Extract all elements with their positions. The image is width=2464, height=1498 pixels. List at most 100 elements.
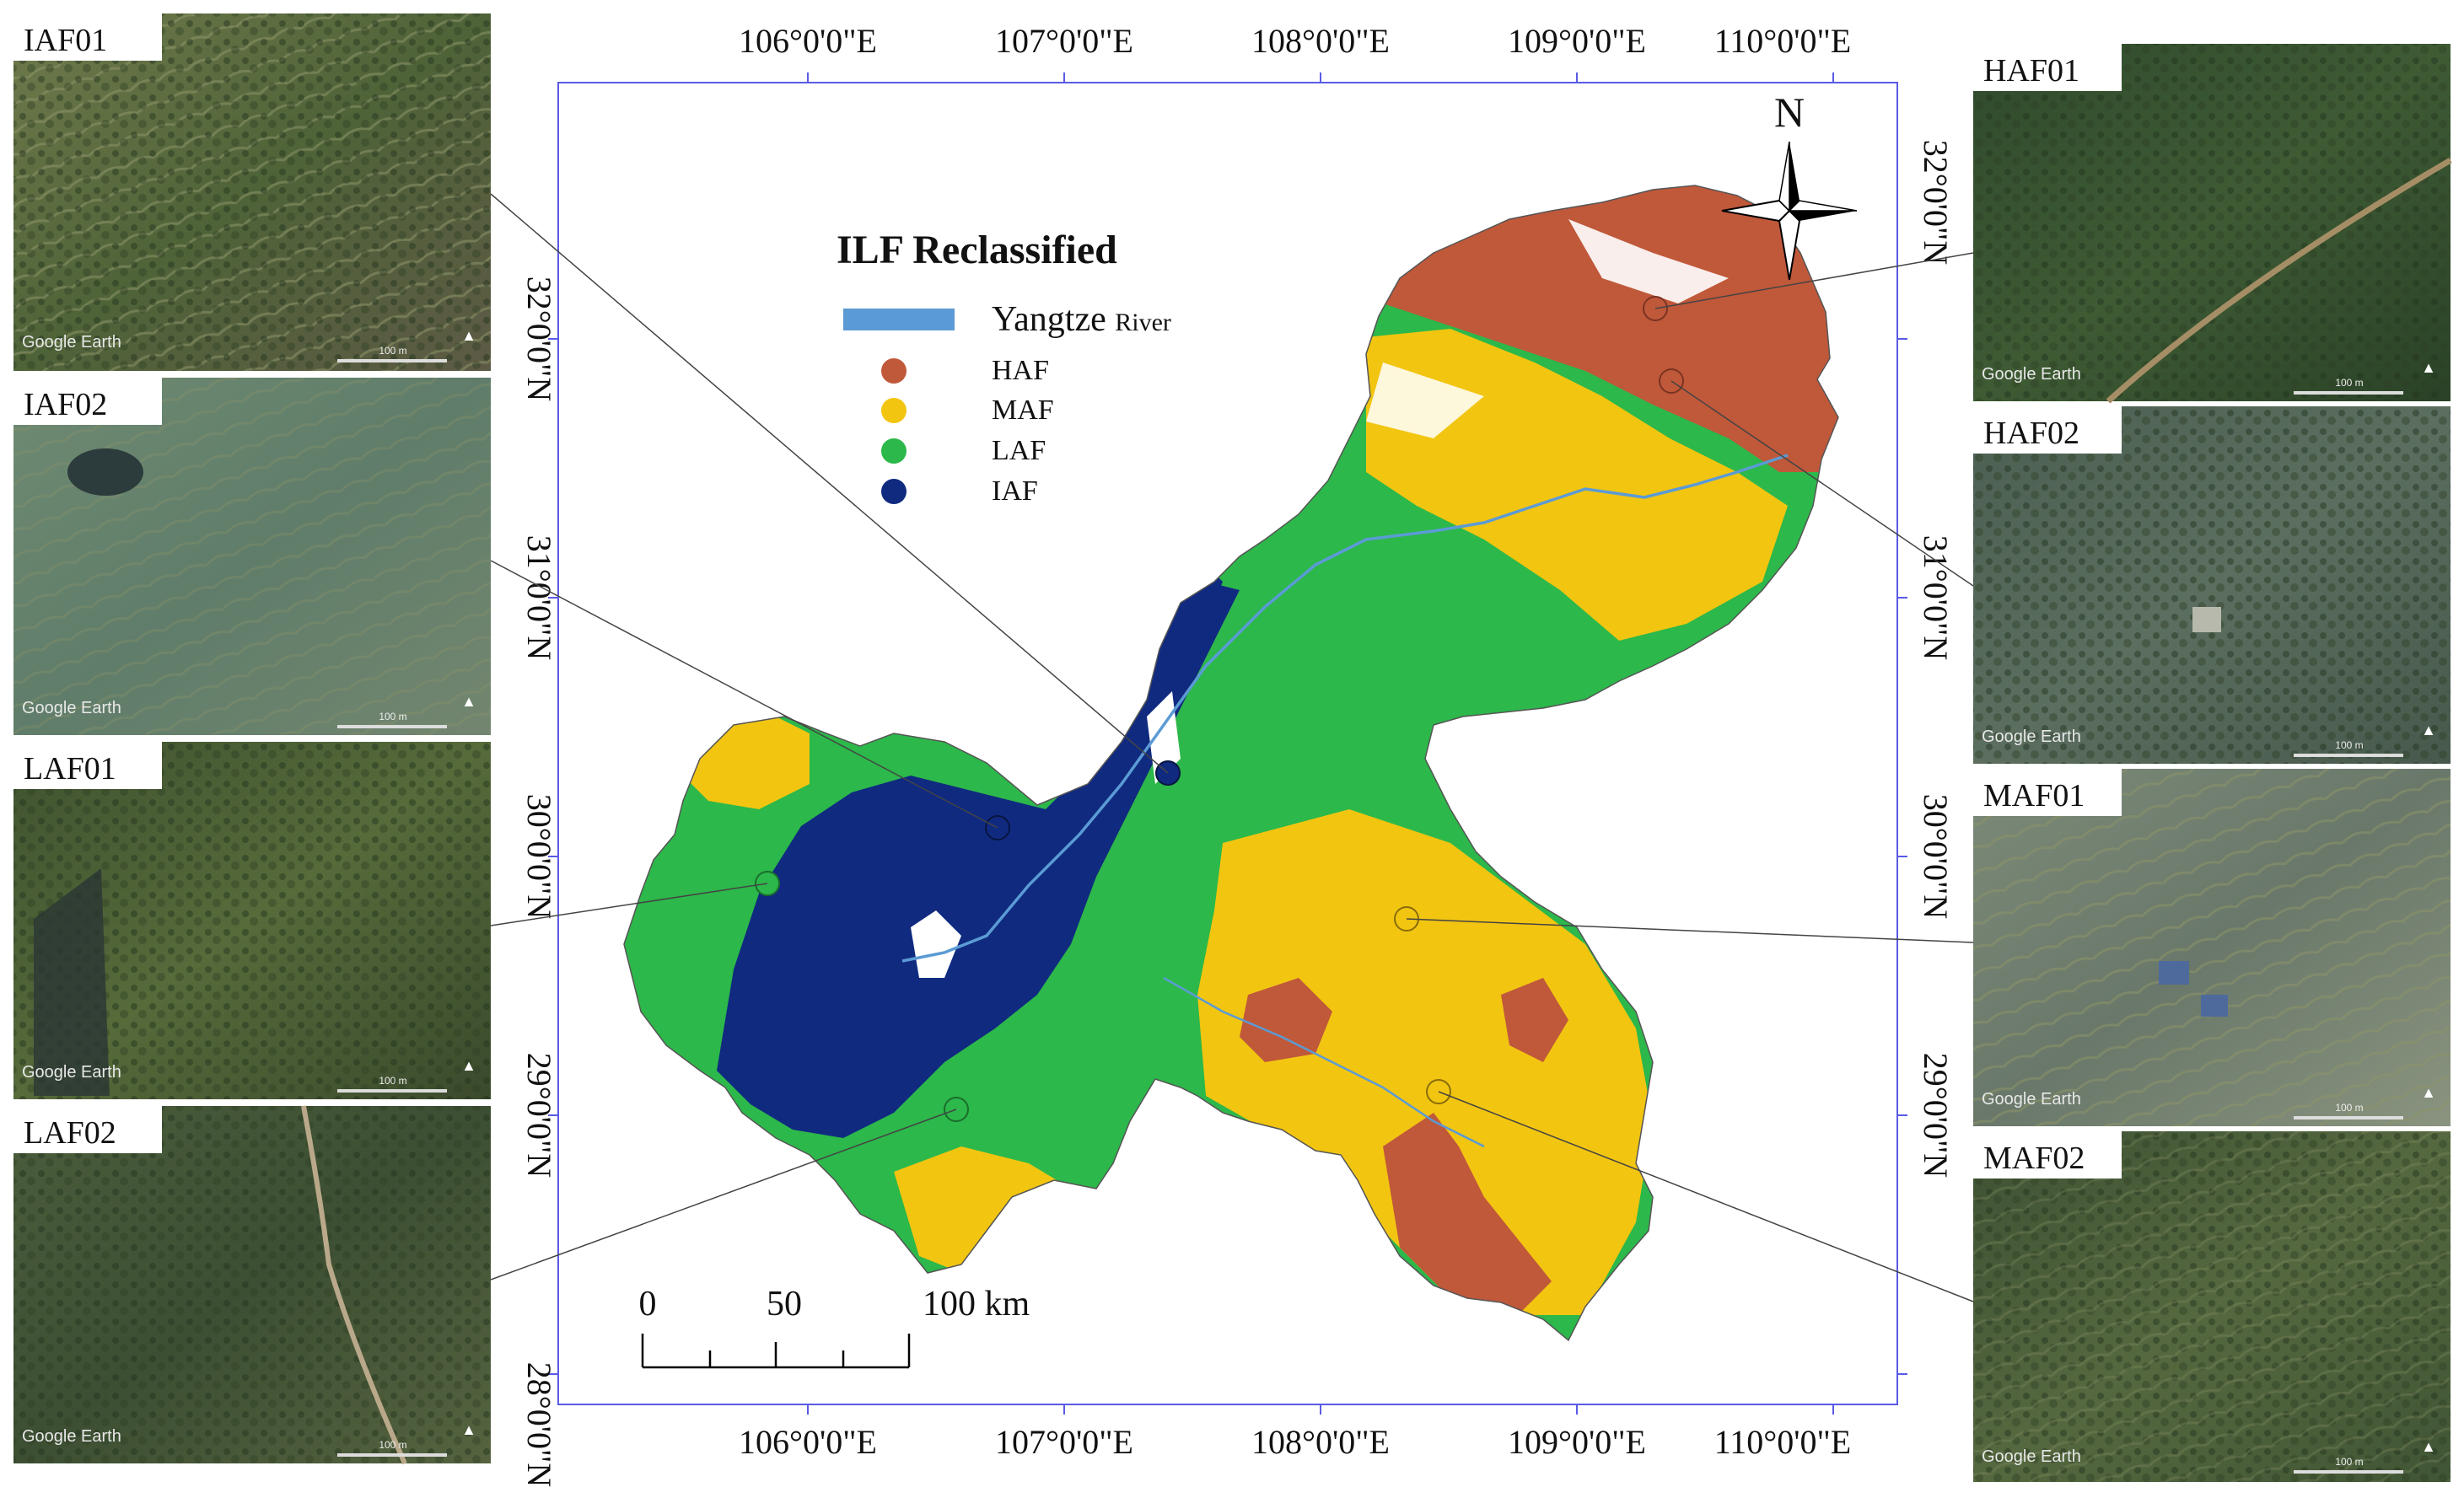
photo-maf02-north-icon: ▲ xyxy=(2421,1438,2436,1455)
photo-laf02: LAF02 Google Earth 100 m ▲ xyxy=(13,1105,491,1465)
maf-zone-south xyxy=(894,1146,1071,1273)
legend-iaf-swatch xyxy=(881,479,907,504)
legend-iaf-label: IAF xyxy=(992,475,1038,507)
photo-maf01-scale: 100 m xyxy=(2335,1102,2363,1114)
urban-gap-3 xyxy=(1568,219,1729,303)
photo-maf01-label: MAF01 xyxy=(1983,778,2085,813)
photo-iaf02: IAF02 Google Earth 100 m ▲ xyxy=(13,378,491,735)
legend-river-suffix: River xyxy=(1115,309,1171,336)
legend-haf-label: HAF xyxy=(992,355,1049,386)
photo-haf02: HAF02 Google Earth 100 m ▲ xyxy=(1973,406,2451,764)
lat-label-left-31: 31°0'0"N xyxy=(520,535,558,660)
photo-maf01: MAF01 Google Earth 100 m ▲ xyxy=(1973,769,2451,1126)
maf-zone-southeast xyxy=(1197,809,1653,1315)
leader-iaf02 xyxy=(490,560,998,829)
map-panel: 106°0'0"E 107°0'0"E 108°0'0"E 109°0'0"E … xyxy=(520,22,1955,1487)
photo-haf01-attribution: Google Earth xyxy=(1982,365,2081,384)
lon-label-top-108: 108°0'0"E xyxy=(1251,22,1390,60)
urban-gap-2 xyxy=(1366,362,1484,438)
leader-haf02 xyxy=(1670,380,1974,587)
iaf-zone-central xyxy=(717,582,1240,1138)
photo-laf01-label: LAF01 xyxy=(24,751,116,787)
photo-laf01: LAF01 Google Earth 100 m ▲ xyxy=(13,742,491,1099)
lon-label-top-106: 106°0'0"E xyxy=(739,22,877,60)
lon-label-top-109: 109°0'0"E xyxy=(1508,22,1646,60)
photo-iaf02-label: IAF02 xyxy=(24,387,107,422)
photo-haf02-north-icon: ▲ xyxy=(2421,722,2436,738)
leader-lines xyxy=(490,193,1974,1302)
scale-label-0: 0 xyxy=(639,1285,657,1324)
scale-label-50: 50 xyxy=(767,1285,802,1324)
photo-laf01-attribution: Google Earth xyxy=(22,1063,121,1082)
photo-laf02-north-icon: ▲ xyxy=(461,1421,476,1438)
photo-iaf02-north-icon: ▲ xyxy=(461,693,476,710)
photo-laf01-north-icon: ▲ xyxy=(461,1057,476,1074)
haf-zone-northeast xyxy=(1349,185,1838,472)
wu-river xyxy=(1163,976,1485,1148)
legend-laf-swatch xyxy=(881,438,907,464)
lat-label-right-29: 29°0'0"N xyxy=(1917,1053,1955,1178)
photo-laf02-label: LAF02 xyxy=(24,1115,116,1151)
photo-haf01: HAF01 Google Earth 100 m ▲ xyxy=(1973,44,2452,404)
scale-label-100: 100 km xyxy=(923,1285,1030,1324)
photo-haf02-label: HAF02 xyxy=(1983,416,2079,451)
lon-label-top-110: 110°0'0"E xyxy=(1714,22,1851,60)
chongqing-boundary xyxy=(623,185,1839,1342)
photo-maf02: MAF02 Google Earth 100 m ▲ xyxy=(1973,1131,2451,1482)
legend-maf-swatch xyxy=(881,398,907,423)
lat-label-left-30: 30°0'0"N xyxy=(520,794,558,919)
legend-laf-label: LAF xyxy=(992,435,1046,466)
lon-label-bottom-109: 109°0'0"E xyxy=(1508,1423,1646,1461)
lon-label-bottom-108: 108°0'0"E xyxy=(1251,1423,1390,1461)
photo-iaf02-scale: 100 m xyxy=(379,711,406,722)
photo-iaf01: IAF01 Google Earth 100 m ▲ xyxy=(13,13,491,371)
photo-iaf01-scale: 100 m xyxy=(379,345,406,357)
haf-zone-southeast-2 xyxy=(1240,978,1332,1062)
leader-laf01 xyxy=(490,883,768,926)
photo-laf02-scale: 100 m xyxy=(379,1439,406,1451)
yangtze-river xyxy=(901,454,1789,963)
legend-title: ILF Reclassified xyxy=(837,228,1117,272)
photo-maf02-label: MAF02 xyxy=(1983,1141,2085,1176)
photo-laf02-attribution: Google Earth xyxy=(22,1427,121,1446)
lon-label-bottom-107: 107°0'0"E xyxy=(995,1423,1133,1461)
legend-maf-label: MAF xyxy=(992,395,1054,426)
photo-maf01-north-icon: ▲ xyxy=(2421,1084,2436,1101)
legend: ILF Reclassified Yangtze River HAF MAF L… xyxy=(837,228,1171,507)
lon-label-bottom-110: 110°0'0"E xyxy=(1714,1423,1851,1461)
legend-river-label: Yangtze River xyxy=(992,300,1171,339)
legend-river-name: Yangtze xyxy=(992,300,1106,339)
lon-label-bottom-106: 106°0'0"E xyxy=(739,1423,877,1461)
haf-zone-southeast-3 xyxy=(1501,978,1568,1062)
leader-maf01 xyxy=(1406,918,1974,943)
urban-gap-1 xyxy=(911,910,961,978)
photo-haf01-scale: 100 m xyxy=(2335,377,2363,389)
scale-bar: 0 50 100 km xyxy=(639,1285,1030,1369)
lat-label-left-32: 32°0'0"N xyxy=(520,277,558,401)
longitude-ticks xyxy=(807,72,1834,1415)
lon-label-top-107: 107°0'0"E xyxy=(995,22,1133,60)
leader-iaf01 xyxy=(490,193,1169,774)
photo-haf02-scale: 100 m xyxy=(2335,739,2363,751)
photo-iaf02-attribution: Google Earth xyxy=(22,699,121,717)
legend-haf-swatch xyxy=(881,358,907,384)
leader-maf02 xyxy=(1438,1091,1974,1302)
photo-maf02-scale: 100 m xyxy=(2335,1456,2363,1468)
lat-label-right-31: 31°0'0"N xyxy=(1917,535,1955,660)
leader-laf02 xyxy=(490,1109,957,1281)
leader-haf01 xyxy=(1654,252,1974,309)
photo-haf01-label: HAF01 xyxy=(1983,53,2079,89)
photo-iaf01-attribution: Google Earth xyxy=(22,333,121,352)
latitude-ticks xyxy=(548,338,1907,1375)
photo-iaf01-north-icon: ▲ xyxy=(461,327,476,344)
north-arrow-label: N xyxy=(1774,89,1805,136)
photo-iaf01-label: IAF01 xyxy=(24,23,107,58)
photo-haf01-north-icon: ▲ xyxy=(2421,359,2436,376)
lat-label-left-28: 28°0'0"N xyxy=(520,1362,558,1487)
haf-zone-southeast-1 xyxy=(1383,1113,1552,1315)
lat-label-right-32: 32°0'0"N xyxy=(1917,140,1955,265)
photo-haf02-attribution: Google Earth xyxy=(1982,728,2081,746)
photo-maf01-attribution: Google Earth xyxy=(1982,1090,2081,1109)
photo-maf02-attribution: Google Earth xyxy=(1982,1447,2081,1466)
